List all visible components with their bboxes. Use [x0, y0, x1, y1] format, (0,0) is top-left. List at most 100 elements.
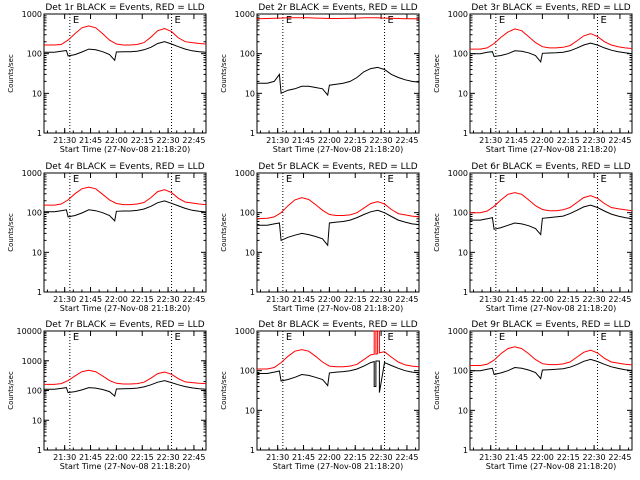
- event-marker: E: [388, 332, 394, 343]
- plot-frame: [43, 172, 207, 293]
- chart-title: Det 7r BLACK = Events, RED = LLD: [45, 320, 204, 330]
- chart-title: Det 5r BLACK = Events, RED = LLD: [258, 162, 417, 172]
- x-tick-label: 21:30: [266, 295, 289, 304]
- x-tick-label: 22:45: [608, 453, 631, 462]
- x-tick-label: 22:15: [344, 295, 367, 304]
- y-axis-label: Counts/sec: [7, 213, 15, 252]
- x-axis-label: Start Time (27-Nov-08 21:18:20): [273, 304, 403, 313]
- chart-panel-9: Det 9r BLACK = Events, RED = LLD 1 10 100 10…: [433, 320, 633, 471]
- event-marker: E: [73, 332, 79, 343]
- event-marker: E: [601, 174, 607, 185]
- series-line-black: [44, 200, 207, 222]
- x-tick-label: 22:45: [395, 453, 418, 462]
- x-tick-label: 22:30: [370, 295, 393, 304]
- y-tick-label: 100: [453, 50, 468, 59]
- series-line-black: [44, 41, 207, 62]
- event-marker: E: [286, 15, 292, 26]
- chart-panel-4: Det 4r BLACK = Events, RED = LLD 1 10 100 10…: [7, 162, 207, 313]
- x-tick-label: 22:30: [583, 295, 606, 304]
- series-line-red: [257, 330, 420, 370]
- x-tick-label: 22:15: [557, 453, 580, 462]
- plot-frame: [469, 13, 633, 134]
- chart-panel-5: Det 5r BLACK = Events, RED = LLD 1 10 100 10…: [220, 162, 420, 313]
- y-tick-label: 100: [27, 50, 42, 59]
- y-tick-label: 100: [27, 387, 42, 396]
- event-marker: E: [601, 332, 607, 343]
- y-tick-label: 100: [240, 50, 255, 59]
- event-marker: E: [175, 174, 181, 185]
- chart-title: Det 8r BLACK = Events, RED = LLD: [258, 320, 417, 330]
- x-tick-label: 22:45: [182, 295, 205, 304]
- x-tick-label: 22:45: [608, 295, 631, 304]
- chart-panel-7: Det 7r BLACK = Events, RED = LLD 1 10 100 10…: [7, 320, 207, 471]
- event-marker: E: [175, 15, 181, 26]
- y-tick-label: 1: [463, 446, 468, 455]
- chart-title: Det 3r BLACK = Events, RED = LLD: [471, 3, 630, 13]
- x-tick-label: 21:30: [266, 453, 289, 462]
- chart-panel-3: Det 3r BLACK = Events, RED = LLD 1 10 100 10…: [433, 3, 633, 154]
- chart-panel-1: Det 1r BLACK = Events, RED = LLD 1 10 100 10…: [7, 3, 207, 154]
- x-tick-label: 21:45: [292, 453, 315, 462]
- y-tick-label: 10: [32, 416, 42, 425]
- x-tick-label: 21:45: [505, 136, 528, 145]
- x-tick-label: 21:45: [292, 295, 315, 304]
- x-tick-label: 22:00: [105, 136, 128, 145]
- y-tick-label: 1: [250, 446, 255, 455]
- y-tick-label: 1: [37, 129, 42, 138]
- y-axis-label: Counts/sec: [433, 213, 441, 252]
- plot-frame: [256, 172, 420, 293]
- y-tick-label: 10: [245, 89, 255, 98]
- chart-panel-8: Det 8r BLACK = Events, RED = LLD 1 10 100 10…: [220, 320, 420, 471]
- series-line-black: [470, 204, 633, 236]
- series-line-red: [44, 25, 207, 46]
- event-marker: E: [175, 332, 181, 343]
- plot-frame: [469, 172, 633, 293]
- event-marker: E: [73, 15, 79, 26]
- chart-title: Det 6r BLACK = Events, RED = LLD: [471, 162, 630, 172]
- y-tick-label: 1000: [448, 169, 468, 178]
- y-axis-label: Counts/sec: [7, 54, 15, 93]
- y-tick-label: 1000: [235, 327, 255, 336]
- chart-title: Det 2r BLACK = Events, RED = LLD: [258, 3, 417, 13]
- y-axis-label: Counts/sec: [220, 371, 228, 410]
- x-tick-label: 22:15: [131, 136, 154, 145]
- x-axis-label: Start Time (27-Nov-08 21:18:20): [486, 304, 616, 313]
- chart-title: Det 1r BLACK = Events, RED = LLD: [45, 3, 204, 13]
- y-tick-label: 10000: [17, 327, 42, 336]
- x-tick-label: 22:30: [157, 136, 180, 145]
- plot-frame: [469, 330, 633, 451]
- x-tick-label: 21:45: [79, 295, 102, 304]
- y-tick-label: 1000: [235, 169, 255, 178]
- series-line-red: [256, 197, 420, 220]
- x-tick-label: 22:15: [131, 453, 154, 462]
- x-tick-label: 22:00: [318, 453, 341, 462]
- x-tick-label: 21:45: [292, 136, 315, 145]
- x-tick-label: 22:15: [131, 295, 154, 304]
- event-marker: E: [73, 174, 79, 185]
- event-marker: E: [388, 15, 394, 26]
- event-marker: E: [499, 332, 505, 343]
- x-tick-label: 21:30: [266, 136, 289, 145]
- x-axis-label: Start Time (27-Nov-08 21:18:20): [60, 304, 190, 313]
- y-axis-label: Counts/sec: [220, 213, 228, 252]
- x-tick-label: 22:00: [318, 136, 341, 145]
- x-tick-label: 21:45: [505, 453, 528, 462]
- y-tick-label: 100: [453, 209, 468, 218]
- x-tick-label: 21:30: [53, 453, 76, 462]
- series-line-red: [44, 186, 207, 206]
- event-marker: E: [388, 174, 394, 185]
- x-axis-label: Start Time (27-Nov-08 21:18:20): [273, 145, 403, 154]
- y-tick-label: 1: [37, 288, 42, 297]
- series-line-black: [470, 42, 633, 64]
- x-tick-label: 22:30: [157, 295, 180, 304]
- y-tick-label: 1: [463, 129, 468, 138]
- x-axis-label: Start Time (27-Nov-08 21:18:20): [486, 145, 616, 154]
- event-marker: E: [601, 15, 607, 26]
- event-marker: E: [286, 332, 292, 343]
- y-tick-label: 1: [463, 288, 468, 297]
- y-tick-label: 100: [240, 209, 255, 218]
- x-tick-label: 22:15: [557, 136, 580, 145]
- x-tick-label: 22:45: [608, 136, 631, 145]
- x-tick-label: 22:45: [395, 295, 418, 304]
